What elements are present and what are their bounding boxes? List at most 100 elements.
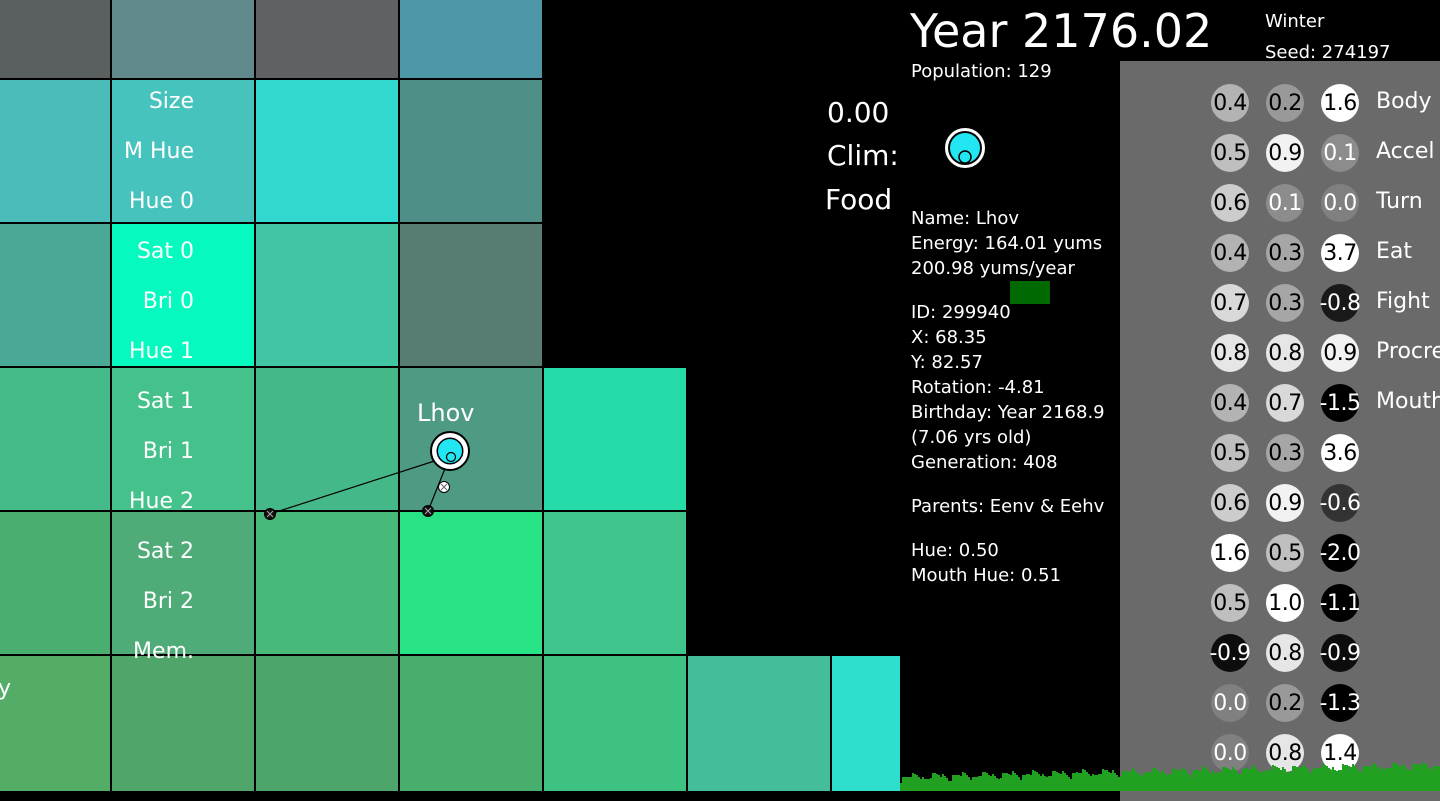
ground-bar xyxy=(996,778,998,791)
food-tile[interactable] xyxy=(398,78,544,224)
creature-mouth xyxy=(445,451,457,463)
brain-node: 0.7 xyxy=(1266,384,1304,422)
world-map[interactable]: Lhov y xyxy=(0,0,900,791)
brain-input-label: M Hue xyxy=(124,139,194,164)
ground-bar xyxy=(1096,775,1098,791)
brain-node: 0.1 xyxy=(1266,184,1304,222)
brain-node: -1.3 xyxy=(1320,684,1361,722)
ground-bar xyxy=(1128,771,1130,791)
food-tile[interactable] xyxy=(830,654,900,791)
ground-bar xyxy=(980,776,982,791)
ground-bar xyxy=(966,775,968,791)
brain-node: 0.6 xyxy=(1211,184,1249,222)
food-tile[interactable] xyxy=(110,0,256,80)
ground-bar xyxy=(918,777,920,791)
ground-bar xyxy=(1212,770,1214,791)
brain-input-label: Sat 0 xyxy=(136,239,194,264)
food-tile[interactable] xyxy=(542,654,688,791)
ground-bar xyxy=(1242,769,1244,791)
creature-y: Y: 82.57 xyxy=(911,352,983,373)
ground-bar xyxy=(1418,765,1420,791)
ground-bar xyxy=(1088,774,1090,791)
food-tile[interactable] xyxy=(542,366,688,512)
food-tile[interactable] xyxy=(254,78,400,224)
ground-bar xyxy=(912,773,914,791)
ground-bar xyxy=(1246,768,1248,791)
ground-bar xyxy=(930,778,932,791)
brain-node: -1.1 xyxy=(1320,584,1361,622)
ground-bar xyxy=(994,776,996,791)
food-tile[interactable] xyxy=(398,0,544,80)
ground-bar xyxy=(950,781,952,791)
brain-output-label: Fight xyxy=(1376,289,1430,314)
ground-bar xyxy=(1350,767,1352,791)
ground-bar xyxy=(1256,769,1258,791)
ground-bar xyxy=(1072,773,1074,791)
ground-bar xyxy=(1066,775,1068,791)
ground-bar xyxy=(1058,773,1060,791)
ground-bar xyxy=(1090,776,1092,791)
brain-node: -0.8 xyxy=(1320,284,1361,322)
ground-bar xyxy=(1024,775,1026,791)
food-tile[interactable] xyxy=(110,510,256,656)
brain-node: 0.2 xyxy=(1266,84,1304,122)
food-tile[interactable] xyxy=(254,654,400,791)
brain-input-label: Hue 2 xyxy=(128,489,194,514)
brain-node: 0.5 xyxy=(1266,534,1304,572)
ground-bar xyxy=(1378,768,1380,791)
ground-bar xyxy=(1164,773,1166,791)
food-tile[interactable] xyxy=(686,654,832,791)
ground-bar xyxy=(908,777,910,791)
ground-bar xyxy=(1376,766,1378,791)
ground-bar xyxy=(1196,770,1198,791)
ground-bar xyxy=(1274,766,1276,791)
ground-bar xyxy=(1290,772,1292,791)
food-tile[interactable] xyxy=(0,654,112,791)
ground-bar xyxy=(1194,770,1196,791)
brain-output-label: Body xyxy=(1376,89,1432,114)
food-tile[interactable] xyxy=(398,366,544,512)
food-tile[interactable] xyxy=(110,222,256,368)
ground-bar xyxy=(1346,765,1348,791)
ground-bar xyxy=(928,779,930,791)
ground-bar xyxy=(1406,769,1408,791)
ground-bar xyxy=(1048,776,1050,791)
brain-node: 0.8 xyxy=(1266,334,1304,372)
food-tile[interactable] xyxy=(254,510,400,656)
brain-node: 0.3 xyxy=(1266,234,1304,272)
ground-bar xyxy=(1184,769,1186,791)
ground-bar xyxy=(1208,771,1210,791)
ground-bar xyxy=(1340,770,1342,791)
brain-node: 0.5 xyxy=(1211,584,1249,622)
food-tile[interactable] xyxy=(398,654,544,791)
food-tile[interactable] xyxy=(110,654,256,791)
ground-bar xyxy=(1396,764,1398,791)
ground-bar xyxy=(984,772,986,791)
creature-generation: Generation: 408 xyxy=(911,452,1058,473)
ground-bar xyxy=(968,777,970,791)
food-tile[interactable] xyxy=(398,222,544,368)
brain-input-label: Bri 1 xyxy=(142,439,194,464)
ground-bar xyxy=(1218,772,1220,791)
ground-bar xyxy=(1400,767,1402,791)
ground-bar xyxy=(1190,777,1192,791)
food-tile[interactable] xyxy=(254,366,400,512)
ground-bar xyxy=(1410,770,1412,791)
ground-bar xyxy=(1324,765,1326,791)
ground-bar xyxy=(952,775,954,791)
ground-bar xyxy=(1292,766,1294,791)
ground-bar xyxy=(1020,780,1022,791)
ground-bar xyxy=(900,783,902,791)
ground-bar xyxy=(1408,770,1410,791)
brain-input-label: Size xyxy=(148,89,194,114)
brain-input-label: Bri 0 xyxy=(142,289,194,314)
ground-bar xyxy=(1104,770,1106,791)
ground-bar xyxy=(1430,770,1432,791)
ground-bar xyxy=(1202,766,1204,791)
food-tile[interactable] xyxy=(0,78,112,224)
ground-bar xyxy=(974,777,976,791)
ground-bar xyxy=(1068,777,1070,791)
seed-label: Seed: 274197 xyxy=(1265,42,1391,63)
ground-bar xyxy=(1030,775,1032,791)
creature-name: Name: Lhov xyxy=(911,208,1019,229)
